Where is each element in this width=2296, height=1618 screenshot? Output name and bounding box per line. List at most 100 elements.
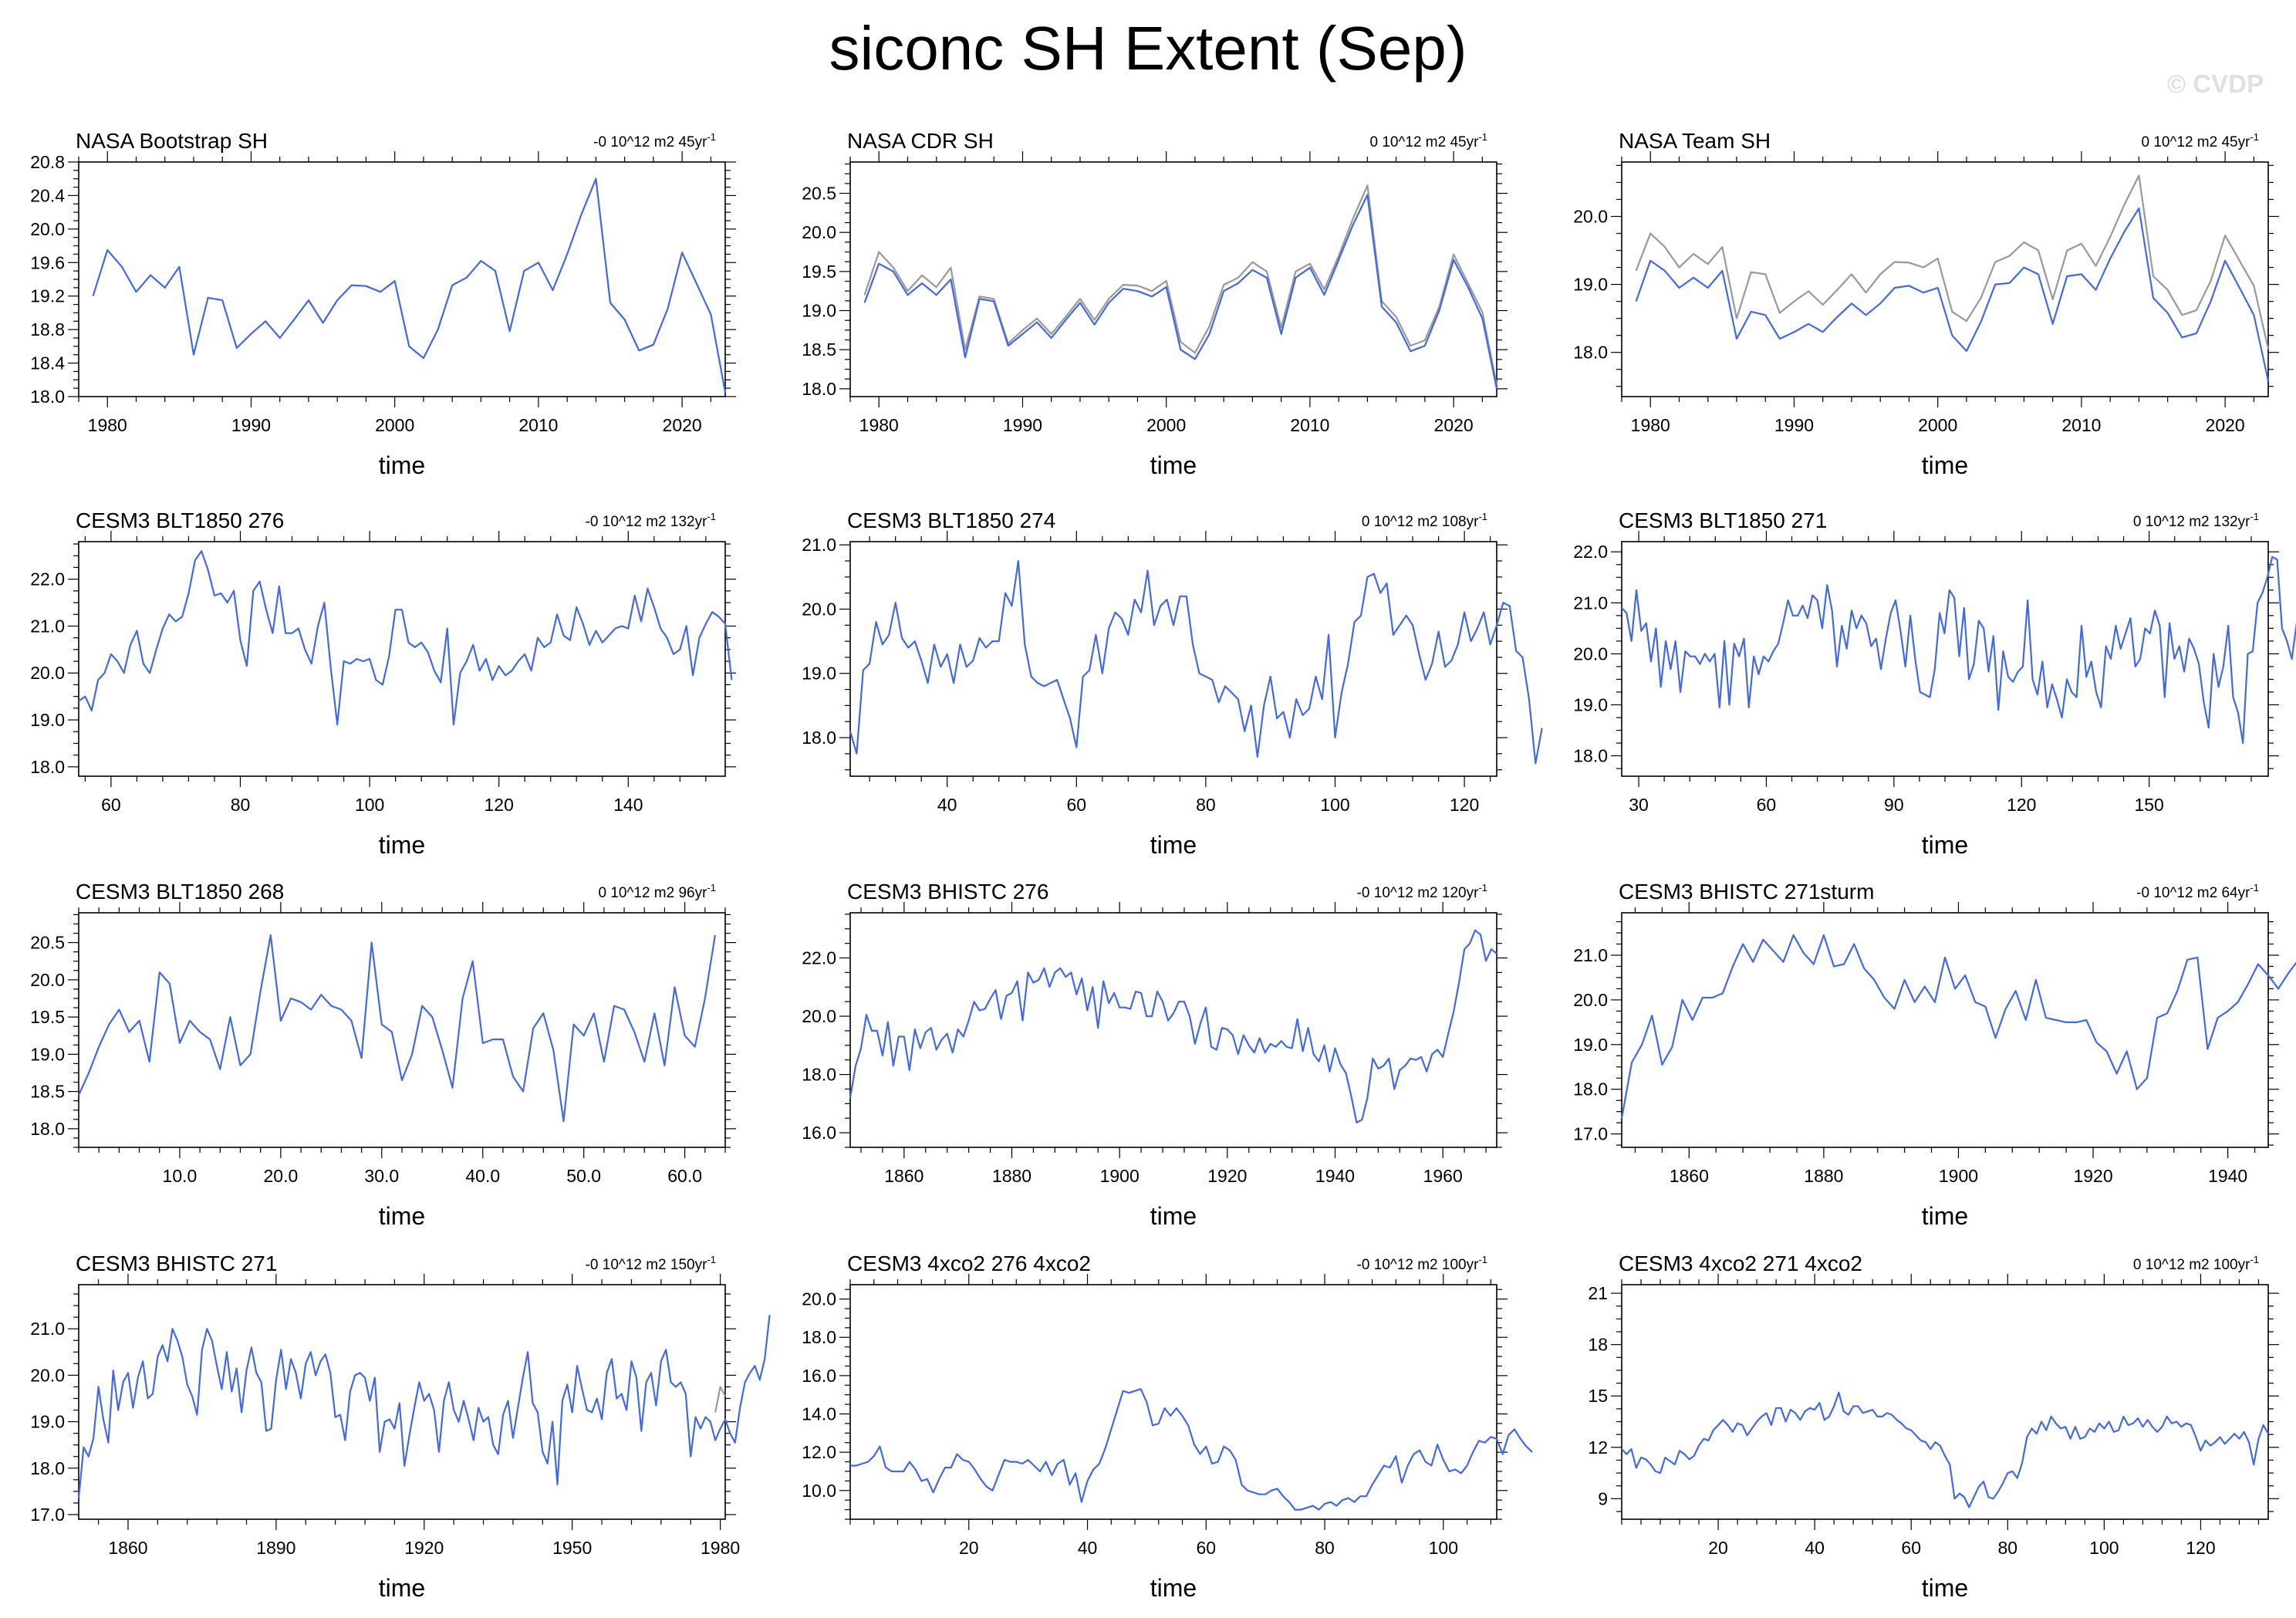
- x-axis-label: time: [1150, 1202, 1197, 1230]
- y-tick-label: 19.5: [802, 262, 836, 282]
- trend-label: 0 10^12 m2 132yr-1: [2133, 511, 2259, 530]
- y-tick-label: 18.0: [30, 757, 65, 777]
- panel-title: NASA CDR SH: [847, 129, 994, 153]
- series-line: [78, 550, 733, 726]
- panel: CESM3 BHISTC 271sturm -0 10^12 m2 64yr-1 1…: [1573, 880, 2296, 1230]
- x-tick-label: 10.0: [163, 1166, 198, 1186]
- series-line: [863, 194, 1498, 390]
- trend-exponent: -1: [1478, 882, 1487, 893]
- x-tick-label: 80: [1998, 1538, 2018, 1558]
- plot-frame: [849, 161, 1497, 397]
- y-tick-label: 16.0: [802, 1366, 836, 1386]
- trend-exponent: -1: [1478, 131, 1487, 143]
- panel: CESM3 BHISTC 276 -0 10^12 m2 120yr-1 16.0 1…: [802, 880, 1508, 1230]
- x-tick-label: 60: [1196, 1538, 1216, 1558]
- panel-title: CESM3 4xco2 276 4xco2: [847, 1252, 1091, 1275]
- panel: NASA Team SH 0 10^12 m2 45yr-1 18.0 19.0 20.…: [1573, 129, 2279, 479]
- x-tick-label: 60: [1901, 1538, 1921, 1558]
- figure-title: siconc SH Extent (Sep): [829, 14, 1467, 83]
- series-line: [1635, 207, 2270, 381]
- x-tick-label: 1860: [884, 1166, 923, 1186]
- watermark: © CVDP: [2166, 69, 2264, 98]
- x-tick-label: 100: [1429, 1538, 1458, 1558]
- x-tick-label: 1950: [552, 1538, 592, 1558]
- x-tick-label: 1880: [992, 1166, 1032, 1186]
- x-tick-label: 1960: [1423, 1166, 1463, 1186]
- y-tick-label: 20.5: [30, 933, 65, 953]
- y-tick-label: 18.0: [1573, 746, 1608, 766]
- y-tick-label: 9: [1598, 1488, 1608, 1508]
- x-tick-label: 1990: [231, 415, 271, 435]
- y-tick-label: 19.0: [30, 1412, 65, 1432]
- x-tick-label: 1990: [1774, 415, 1814, 435]
- series-line: [1621, 1391, 2269, 1508]
- x-axis-label: time: [1922, 831, 1968, 859]
- plot-frame: [78, 161, 726, 397]
- trend-exponent: -1: [2250, 1254, 2259, 1265]
- trend-label: -0 10^12 m2 120yr-1: [1357, 882, 1487, 901]
- y-tick-label: 20.0: [30, 219, 65, 239]
- x-tick-label: 1860: [1670, 1166, 1709, 1186]
- trend-exponent: -1: [1478, 1254, 1487, 1265]
- trend-label: -0 10^12 m2 132yr-1: [586, 511, 716, 530]
- trend-label: 0 10^12 m2 45yr-1: [2141, 131, 2259, 150]
- y-tick-label: 21.0: [802, 535, 836, 555]
- panel: CESM3 4xco2 271 4xco2 0 10^12 m2 100yr-1 9…: [1588, 1252, 2279, 1602]
- plot-frame: [78, 1284, 726, 1520]
- plot-frame: [849, 1284, 1497, 1520]
- x-tick-label: 2000: [1918, 415, 1957, 435]
- series-line: [1635, 174, 2270, 350]
- x-tick-label: 2020: [2206, 415, 2245, 435]
- plot-frame: [78, 541, 726, 777]
- x-tick-label: 120: [1450, 795, 1479, 815]
- x-tick-label: 90: [1884, 795, 1904, 815]
- x-tick-label: 80: [231, 795, 251, 815]
- y-tick-label: 18.0: [802, 728, 836, 748]
- y-tick-label: 20.0: [1573, 990, 1608, 1010]
- y-tick-label: 20.0: [30, 663, 65, 683]
- x-axis-label: time: [379, 831, 425, 859]
- panel: CESM3 BLT1850 276 -0 10^12 m2 132yr-1 18.0…: [30, 508, 736, 859]
- x-axis-label: time: [1922, 1574, 1968, 1602]
- x-tick-label: 1920: [404, 1538, 444, 1558]
- series-line: [863, 184, 1498, 386]
- x-tick-label: 100: [2089, 1538, 2119, 1558]
- x-tick-label: 1920: [2073, 1166, 2112, 1186]
- y-tick-label: 19.0: [1573, 694, 1608, 714]
- x-axis-label: time: [379, 451, 425, 479]
- x-tick-label: 1940: [1315, 1166, 1355, 1186]
- x-tick-label: 40: [1078, 1538, 1098, 1558]
- panel-title: NASA Team SH: [1619, 129, 1771, 153]
- y-tick-label: 10.0: [802, 1481, 836, 1501]
- x-tick-label: 1890: [256, 1538, 295, 1558]
- y-tick-label: 12.0: [802, 1442, 836, 1462]
- y-tick-label: 19.5: [30, 1007, 65, 1027]
- y-tick-label: 18.8: [30, 319, 65, 339]
- y-tick-label: 18.0: [802, 379, 836, 399]
- x-tick-label: 80: [1315, 1538, 1335, 1558]
- trend-exponent: -1: [2250, 511, 2259, 522]
- y-tick-label: 20.8: [30, 152, 65, 172]
- x-axis-label: time: [379, 1574, 425, 1602]
- panel: CESM3 BLT1850 271 0 10^12 m2 132yr-1 18.0 1…: [1573, 508, 2296, 859]
- panel-title: CESM3 BHISTC 271sturm: [1619, 880, 1874, 904]
- y-tick-label: 17.0: [1573, 1124, 1608, 1144]
- panel-title: NASA Bootstrap SH: [76, 129, 268, 153]
- x-tick-label: 1880: [1804, 1166, 1843, 1186]
- x-tick-label: 60.0: [667, 1166, 702, 1186]
- y-tick-label: 18.0: [30, 387, 65, 407]
- x-tick-label: 120: [2007, 795, 2036, 815]
- x-tick-label: 2020: [663, 415, 702, 435]
- x-axis-label: time: [379, 1202, 425, 1230]
- panel-title: CESM3 BLT1850 276: [76, 508, 284, 532]
- y-tick-label: 18.0: [1573, 343, 1608, 363]
- y-tick-label: 18.5: [802, 339, 836, 360]
- x-tick-label: 1980: [701, 1538, 740, 1558]
- y-tick-label: 18.0: [30, 1119, 65, 1139]
- panel: CESM3 BLT1850 274 0 10^12 m2 108yr-1 18.0 1…: [802, 508, 1543, 859]
- y-tick-label: 20.0: [1573, 643, 1608, 664]
- x-tick-label: 100: [1320, 795, 1349, 815]
- y-tick-label: 18.5: [30, 1082, 65, 1102]
- y-tick-label: 22.0: [802, 948, 836, 968]
- y-tick-label: 19.0: [802, 301, 836, 321]
